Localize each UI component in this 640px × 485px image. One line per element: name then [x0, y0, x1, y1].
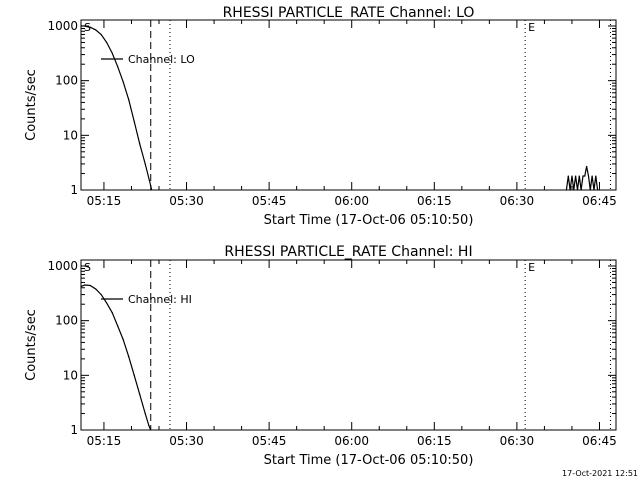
data-point — [586, 165, 588, 168]
x-tick-label: 05:45 — [252, 194, 287, 208]
data-point — [575, 175, 577, 177]
data-point — [89, 26, 91, 28]
data-point — [133, 374, 135, 376]
x-tick-label: 06:15 — [417, 194, 452, 208]
data-point — [567, 175, 569, 177]
x-tick-label: 05:15 — [87, 194, 122, 208]
x-tick-label: 05:30 — [169, 434, 204, 448]
data-point — [80, 285, 82, 288]
data-point — [582, 175, 584, 177]
x-tick-label: 06:30 — [500, 194, 535, 208]
x-tick-label: 06:00 — [334, 434, 369, 448]
data-point — [589, 189, 591, 191]
chart-title: RHESSI PARTICLE_RATE Channel: HI — [224, 244, 472, 260]
data-point — [139, 393, 141, 395]
data-point — [597, 189, 599, 191]
data-point — [122, 339, 124, 341]
y-axis-label: Counts/sec — [24, 309, 39, 381]
data-point — [95, 29, 97, 31]
data-point — [117, 325, 119, 327]
data-point — [587, 175, 590, 177]
data-point — [106, 41, 108, 44]
data-point — [117, 66, 119, 68]
y-axis-label: Counts/sec — [24, 69, 39, 141]
x-tick-label: 05:45 — [252, 434, 287, 448]
data-point — [139, 143, 141, 145]
data-point — [84, 284, 86, 286]
data-point — [106, 302, 108, 304]
data-point — [100, 33, 102, 36]
y-tick-label: 100 — [55, 74, 78, 88]
marker-label: S — [84, 261, 91, 274]
series-line — [80, 284, 152, 431]
x-axis-label: Start Time (17-Oct-06 05:10:50) — [264, 213, 474, 228]
data-point — [111, 312, 113, 314]
y-tick-label: 1 — [70, 183, 78, 197]
data-point — [128, 99, 130, 101]
x-tick-label: 06:45 — [582, 434, 617, 448]
data-point — [133, 120, 135, 122]
data-point — [591, 175, 593, 177]
data-point — [595, 175, 597, 177]
x-tick-label: 05:30 — [169, 194, 204, 208]
x-tick-label: 06:30 — [500, 434, 535, 448]
x-axis-label: Start Time (17-Oct-06 05:10:50) — [264, 453, 474, 468]
data-point — [150, 429, 152, 431]
data-point — [144, 163, 146, 165]
data-point — [578, 175, 580, 177]
footer-timestamp: 17-Oct-2021 12:51 — [562, 469, 638, 478]
data-point — [100, 293, 102, 296]
legend-entry: Channel: HI — [128, 293, 192, 306]
data-point — [565, 189, 568, 191]
data-point — [95, 288, 97, 290]
series-line — [81, 25, 153, 191]
chart-title: RHESSI PARTICLE_RATE Channel: LO — [223, 5, 475, 21]
y-tick-label: 100 — [55, 314, 78, 328]
marker-label: S — [84, 21, 91, 34]
x-tick-label: 05:15 — [87, 434, 122, 448]
data-point — [571, 175, 573, 177]
legend-entry: Channel: LO — [128, 53, 195, 66]
x-tick-label: 06:15 — [417, 434, 452, 448]
data-point — [569, 189, 571, 191]
data-point — [128, 356, 130, 358]
marker-label: E — [528, 261, 535, 274]
x-tick-label: 06:00 — [334, 194, 369, 208]
x-tick-label: 06:45 — [582, 194, 617, 208]
marker-label: E — [528, 21, 535, 34]
data-point — [111, 52, 113, 54]
y-tick-label: 1000 — [47, 19, 78, 33]
y-tick-label: 1 — [70, 423, 78, 437]
data-point — [89, 284, 91, 287]
data-point — [122, 81, 124, 83]
plot-frame — [80, 19, 617, 191]
y-tick-label: 1000 — [47, 259, 78, 273]
data-point — [573, 189, 575, 191]
data-point — [148, 179, 150, 181]
data-point — [144, 412, 146, 415]
data-point — [580, 189, 582, 191]
data-point — [148, 425, 150, 427]
y-tick-label: 10 — [63, 368, 78, 382]
data-point — [84, 25, 86, 27]
data-point — [593, 189, 595, 191]
plot-frame — [80, 259, 617, 431]
series-line — [565, 166, 599, 191]
data-point — [576, 189, 579, 191]
data-point — [584, 175, 586, 177]
data-point — [151, 189, 153, 191]
y-tick-label: 10 — [63, 128, 78, 142]
data-point — [80, 25, 82, 27]
